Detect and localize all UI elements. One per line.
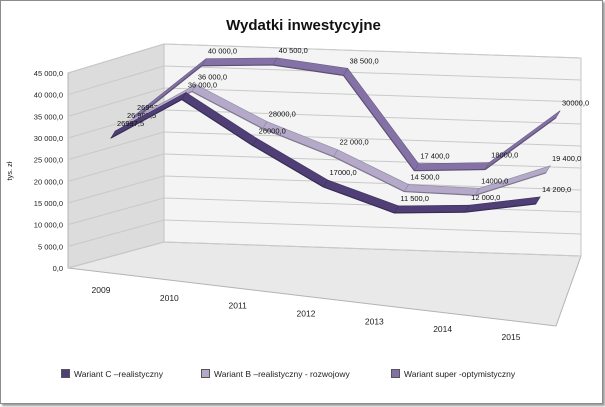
data-label: 38 500,0: [350, 56, 379, 65]
series-line: [110, 98, 183, 139]
data-label: 17000,0: [330, 168, 357, 177]
x-tick-label: 2011: [229, 301, 248, 311]
y-tick-label: 30 000,0: [34, 134, 63, 143]
data-label: 14 500,0: [410, 173, 439, 182]
data-label: 26000,0: [259, 126, 286, 135]
y-tick-label: 45 000,0: [34, 69, 63, 78]
data-label: 26 997,5: [127, 111, 156, 120]
legend-swatch: [391, 369, 400, 378]
series-line: [262, 127, 334, 158]
series-line: [474, 172, 547, 196]
data-label: 12 000,0: [471, 193, 500, 202]
series-line: [201, 64, 273, 67]
gridline-side: [67, 175, 165, 204]
data-label: 30000,0: [562, 99, 589, 108]
data-label: 14000,0: [481, 176, 508, 185]
gridline-side: [67, 87, 165, 117]
legend-label: Wariant C –realistyczny: [74, 369, 163, 379]
data-label: 22 000,0: [340, 138, 369, 147]
legend-label: Wariant B –realistyczny - rozwojowy: [214, 369, 350, 379]
x-tick-label: 2009: [92, 285, 111, 295]
data-label: 28000,0: [269, 110, 296, 119]
gridline-back: [163, 175, 582, 191]
series-line: [343, 75, 415, 172]
gridline-side: [67, 219, 165, 247]
legend-label: Wariant super -optymistyczny: [404, 369, 516, 379]
series-line: [252, 144, 324, 188]
series-line: [465, 203, 537, 213]
series-line: [191, 90, 263, 130]
data-label: 40 500,0: [279, 46, 308, 55]
gridline-back: [163, 131, 582, 147]
gridline-side: [67, 197, 165, 226]
data-label: 17 400,0: [420, 152, 449, 161]
y-tick-label: 35 000,0: [34, 112, 63, 121]
data-label: 14 200,0: [542, 185, 571, 194]
legend-item: Wariant super -optymistyczny: [391, 369, 515, 379]
y-tick-label: 5 000,0: [38, 242, 63, 251]
series-3: 26997,5 40 000,0 40 500,0 38 500,0 17 400,0 1…: [130, 46, 589, 172]
series-line: [484, 117, 557, 170]
data-label: 18000,0: [491, 151, 518, 160]
gridline-side: [67, 241, 165, 269]
legend-swatch: [201, 369, 210, 378]
y-tick-label: 40 000,0: [34, 91, 63, 100]
y-tick-label: 15 000,0: [34, 199, 63, 208]
y-axis-label: tys. zł: [5, 161, 14, 181]
data-label: 19 400,0: [552, 154, 581, 163]
series-line: [272, 64, 344, 76]
gridline-side: [67, 65, 165, 96]
series-line: [394, 211, 466, 214]
data-label: 40 000,0: [208, 47, 237, 56]
legend-swatch: [61, 369, 70, 378]
y-tick-label: 20 000,0: [34, 177, 63, 186]
x-tick-label: 2012: [297, 309, 316, 319]
gridline-back: [163, 241, 582, 257]
data-label: 36 000,0: [198, 73, 227, 82]
legend-item: Wariant C –realistyczny: [61, 369, 163, 379]
series-line: [404, 190, 476, 196]
gridline-side: [67, 43, 165, 74]
data-label: 26997,5: [117, 119, 144, 128]
gridline-back: [163, 43, 582, 59]
data-label: 11 500,0: [400, 194, 429, 203]
y-tick-label: 25 000,0: [34, 156, 63, 165]
data-label: 26997,5: [137, 103, 164, 112]
series-line: [181, 98, 253, 146]
gridline-side: [67, 153, 165, 182]
series-line: [333, 156, 405, 193]
gridline-back: [163, 87, 582, 103]
gridline-back: [163, 153, 582, 169]
y-tick-label: 0,0: [53, 264, 63, 273]
x-tick-label: 2014: [433, 324, 452, 334]
chart-title: Wydatki inwestycyjne: [226, 17, 381, 34]
gridline-back: [163, 219, 582, 235]
y-tick-label: 10 000,0: [34, 221, 63, 230]
series-line: [414, 168, 486, 172]
x-tick-label: 2015: [502, 332, 521, 342]
series-line: [323, 186, 395, 214]
series-line: [130, 65, 203, 123]
chart-floor: [67, 241, 582, 327]
gridline-back: [163, 65, 582, 81]
legend: Wariant C –realistyczny Wariant B –realis…: [61, 369, 581, 383]
gridline-side: [67, 131, 165, 161]
data-label: 36 000,0: [188, 81, 217, 90]
x-tick-label: 2013: [365, 316, 384, 326]
series-1: 26997,5 36 000,0 26000,0 17000,0 11 500,0 12 …: [110, 81, 571, 214]
legend-item: Wariant B –realistyczny - rozwojowy: [201, 369, 350, 379]
x-tick-label: 2010: [160, 293, 179, 303]
